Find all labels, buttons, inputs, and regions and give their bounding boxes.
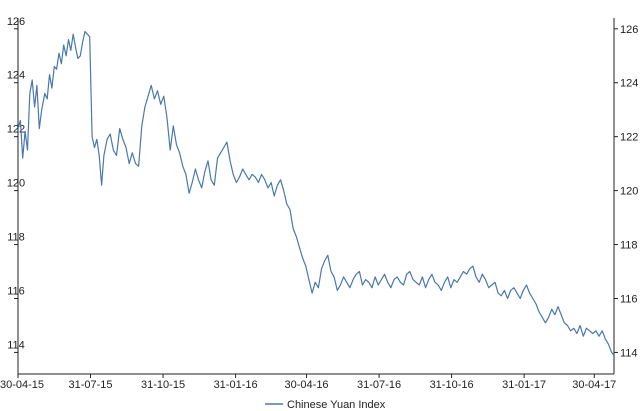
x-tick-label-5: 31-07-16 bbox=[357, 379, 401, 391]
x-tick-label-2: 31-10-15 bbox=[141, 379, 185, 391]
y-tick-label-left-126: 126 bbox=[7, 16, 25, 28]
x-tick-label-6: 31-10-16 bbox=[430, 379, 474, 391]
y-tick-label-right-114: 114 bbox=[620, 347, 638, 359]
y-tick-label-left-118: 118 bbox=[7, 232, 25, 244]
legend-label: Chinese Yuan Index bbox=[287, 399, 386, 411]
y-tick-label-right-126: 126 bbox=[620, 24, 638, 36]
legend: Chinese Yuan Index bbox=[265, 399, 386, 411]
y-tick-label-right-116: 116 bbox=[620, 293, 638, 305]
y-tick-label-right-124: 124 bbox=[620, 78, 638, 90]
x-axis: 30-04-15 31-07-15 31-10-15 31-01-16 30-04-16… bbox=[0, 374, 616, 391]
y-tick-label-right-122: 122 bbox=[620, 132, 638, 144]
y-tick-label-right-118: 118 bbox=[620, 240, 638, 252]
x-tick-label-8: 30-04-17 bbox=[572, 379, 616, 391]
y-tick-label-left-124: 124 bbox=[7, 70, 25, 82]
series-line-chinese-yuan-index bbox=[17, 30, 615, 356]
axes bbox=[17, 18, 615, 375]
x-tick-label-4: 30-04-16 bbox=[285, 379, 329, 391]
x-tick-label-7: 31-01-17 bbox=[502, 379, 546, 391]
x-tick-label-1: 31-07-15 bbox=[69, 379, 113, 391]
y-tick-label-right-120: 120 bbox=[620, 186, 638, 198]
y-tick-label-left-122: 122 bbox=[7, 124, 25, 136]
y-tick-label-left-114: 114 bbox=[7, 339, 25, 351]
y-axis-left: 114 116 118 120 122 124 126 bbox=[7, 16, 25, 353]
y-tick-label-left-120: 120 bbox=[7, 178, 25, 190]
x-tick-label-0: 30-04-15 bbox=[0, 379, 44, 391]
x-tick-label-3: 31-01-16 bbox=[214, 379, 258, 391]
y-axis-right: 114 116 118 120 122 124 126 bbox=[614, 24, 638, 359]
y-tick-label-left-116: 116 bbox=[7, 285, 25, 297]
